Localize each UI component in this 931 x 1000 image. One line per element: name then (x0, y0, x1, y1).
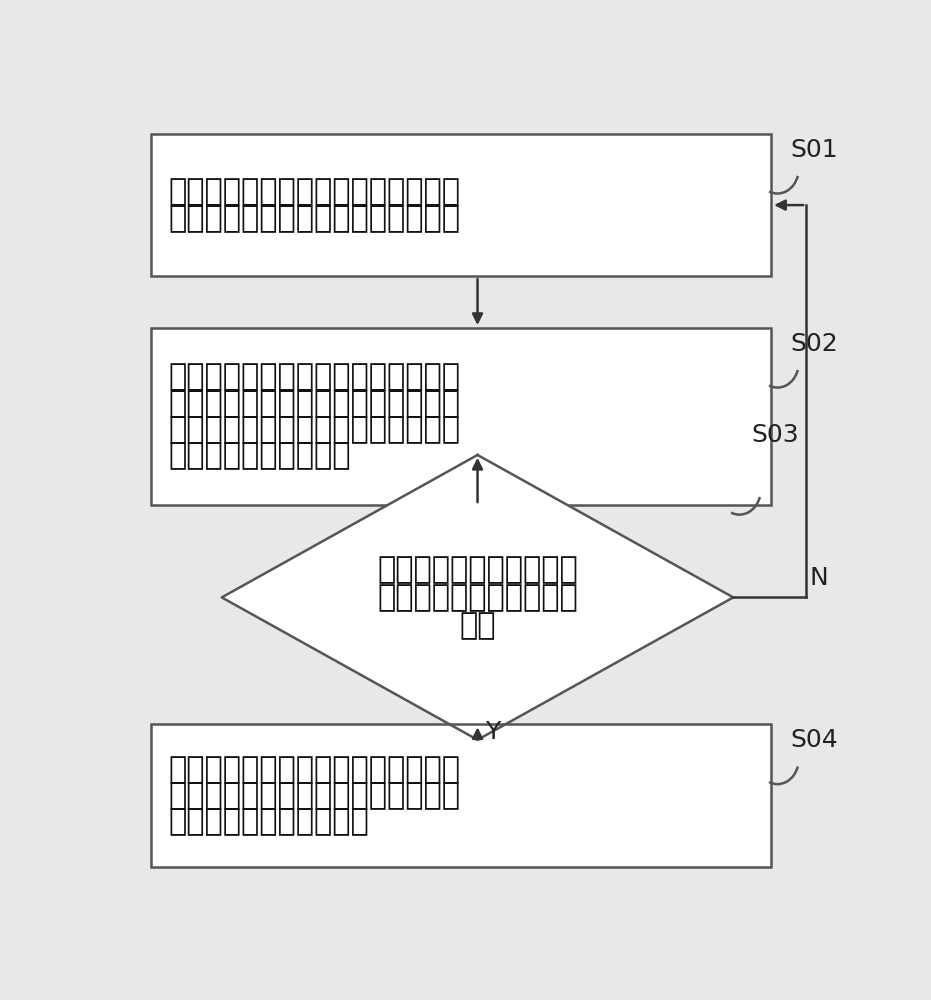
Text: 车辆运行状态信息，并将监测数据传: 车辆运行状态信息，并将监测数据传 (169, 415, 460, 444)
Text: Y: Y (485, 720, 501, 744)
Text: S03: S03 (752, 423, 800, 447)
Text: 智能调度系统在正常状况下按照静态: 智能调度系统在正常状况下按照静态 (169, 177, 460, 206)
Polygon shape (222, 455, 734, 740)
Text: N: N (810, 566, 829, 590)
Bar (151, 724, 771, 867)
Text: 送给异常事件检测系统: 送给异常事件检测系统 (169, 441, 351, 470)
Bar (151, 328, 771, 505)
Text: 线路交通状况数据、车辆位置信息和: 线路交通状况数据、车辆位置信息和 (169, 389, 460, 418)
Text: 调度方案执行对自动驾驶公交的调度: 调度方案执行对自动驾驶公交的调度 (169, 204, 460, 233)
Bar (151, 134, 771, 276)
Text: 测数据判定是否发生异常: 测数据判定是否发生异常 (377, 583, 578, 612)
Text: S02: S02 (790, 332, 839, 356)
Text: S04: S04 (790, 728, 839, 752)
Text: 根据异常事件的类型对自动驾驶公交: 根据异常事件的类型对自动驾驶公交 (169, 781, 460, 810)
Text: 执行相应的动态调度方案: 执行相应的动态调度方案 (169, 807, 369, 836)
Text: 确定异常事件的类型，智能调度系统: 确定异常事件的类型，智能调度系统 (169, 755, 460, 784)
Text: 监测系统实时监测乘客客流量数据、: 监测系统实时监测乘客客流量数据、 (169, 363, 460, 392)
Text: 异常事件检测系统根据监: 异常事件检测系统根据监 (377, 555, 578, 584)
Text: S01: S01 (790, 138, 838, 162)
Text: 事件: 事件 (459, 611, 496, 640)
